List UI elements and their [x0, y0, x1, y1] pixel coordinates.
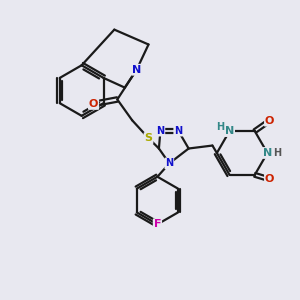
- Text: S: S: [145, 133, 152, 143]
- Text: N: N: [132, 65, 141, 75]
- Text: N: N: [263, 148, 272, 158]
- Text: O: O: [89, 99, 98, 109]
- Text: N: N: [165, 158, 173, 168]
- Text: N: N: [174, 126, 182, 136]
- Text: H: H: [216, 122, 224, 132]
- Text: O: O: [265, 116, 274, 126]
- Text: N: N: [156, 126, 164, 136]
- Text: N: N: [225, 126, 234, 136]
- Text: F: F: [154, 219, 161, 229]
- Text: H: H: [273, 148, 281, 158]
- Text: O: O: [265, 174, 274, 184]
